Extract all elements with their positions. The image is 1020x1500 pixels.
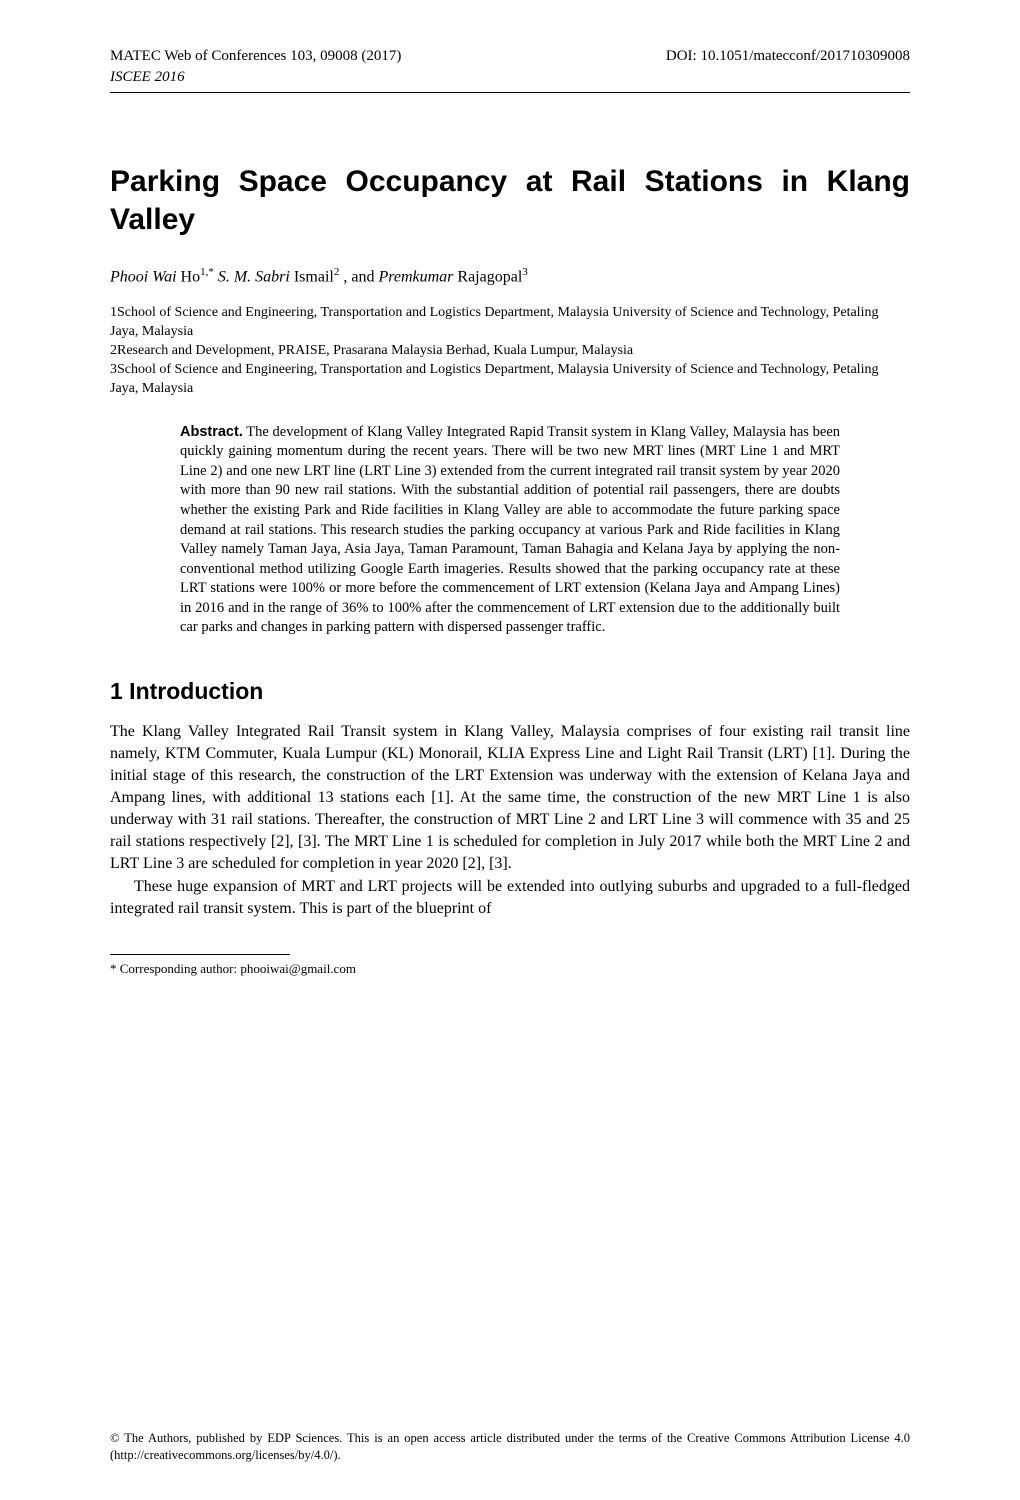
author-1-given: Phooi Wai (110, 268, 177, 285)
affiliations: 1School of Science and Engineering, Tran… (110, 304, 910, 398)
footnote-rule (110, 954, 290, 955)
author-1-sup: 1,* (200, 266, 214, 278)
header-right: DOI: 10.1051/matecconf/201710309008 (666, 48, 910, 65)
header-rule (110, 92, 910, 93)
license-text: © The Authors, published by EDP Sciences… (110, 1430, 910, 1464)
author-3-sup: 3 (522, 266, 528, 278)
corresponding-footnote: * Corresponding author: phooiwai@gmail.c… (110, 961, 910, 977)
header-left-text: MATEC Web of Conferences 103, 09008 (201… (110, 48, 401, 64)
section-1-body: The Klang Valley Integrated Rail Transit… (110, 721, 910, 920)
abstract-heading: Abstract. (180, 424, 243, 440)
author-2-surname: Ismail (290, 268, 334, 285)
abstract-body: The development of Klang Valley Integrat… (180, 424, 840, 636)
author-1-surname: Ho (177, 268, 201, 285)
author-3-surname: Rajagopal (453, 268, 522, 285)
author-2-given: S. M. Sabri (214, 268, 290, 285)
abstract-block: Abstract. The development of Klang Valle… (180, 423, 840, 638)
paper-title: Parking Space Occupancy at Rail Stations… (110, 163, 910, 238)
journal-name: ISCEE 2016 (110, 69, 910, 86)
section-1-p1: The Klang Valley Integrated Rail Transit… (110, 721, 910, 876)
header-right-text: DOI: 10.1051/matecconf/201710309008 (666, 48, 910, 64)
author-3-given: Premkumar (378, 268, 453, 285)
running-header: MATEC Web of Conferences 103, 09008 (201… (110, 48, 910, 65)
affiliation-2: 2Research and Development, PRAISE, Prasa… (110, 342, 910, 361)
affiliation-3: 3School of Science and Engineering, Tran… (110, 361, 910, 399)
page: MATEC Web of Conferences 103, 09008 (201… (0, 0, 1020, 1500)
author-sep: , and (339, 268, 378, 285)
author-line: Phooi Wai Ho1,* S. M. Sabri Ismail2 , an… (110, 266, 910, 286)
abstract-paragraph: Abstract. The development of Klang Valle… (180, 423, 840, 638)
section-1-p2: These huge expansion of MRT and LRT proj… (110, 876, 910, 920)
affiliation-1: 1School of Science and Engineering, Tran… (110, 304, 910, 342)
header-left: MATEC Web of Conferences 103, 09008 (201… (110, 48, 401, 65)
section-1-heading: 1 Introduction (110, 678, 910, 705)
